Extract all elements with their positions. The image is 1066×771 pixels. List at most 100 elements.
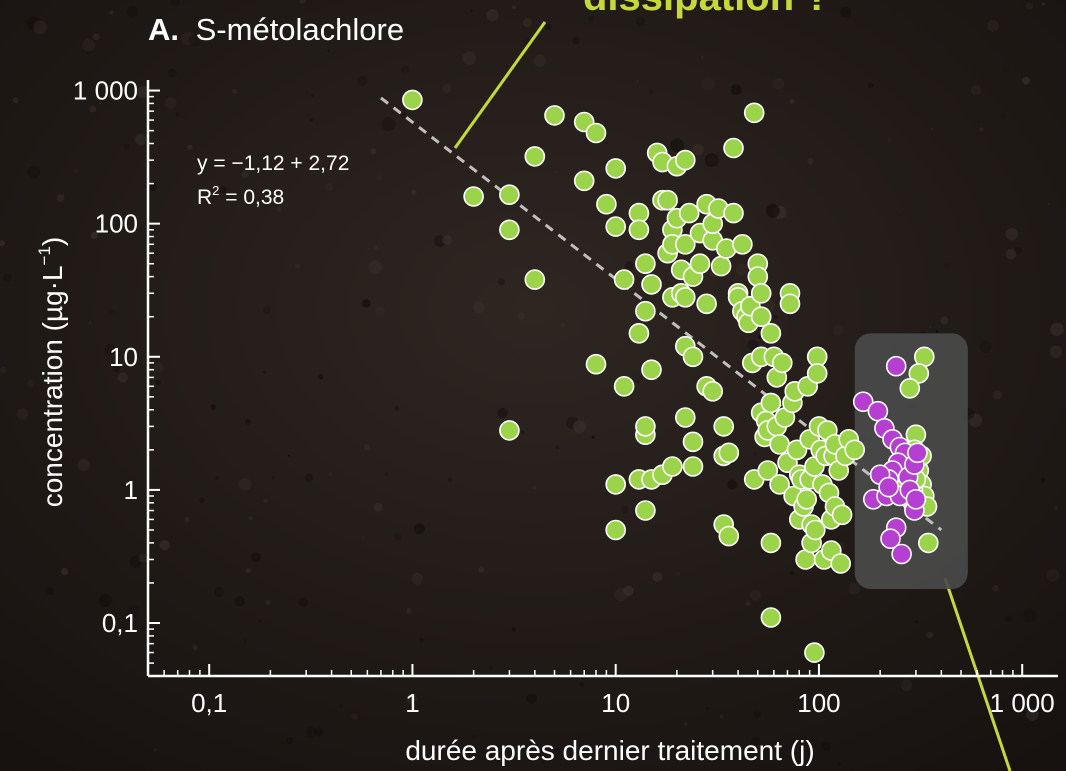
soil-speck [215,476,219,480]
y-tick-label: 0,1 [102,608,138,638]
trend-line [380,96,943,532]
soil-speck [310,93,314,98]
callout-line-top [453,21,547,149]
soil-speck [357,75,368,86]
soil-speck [406,609,412,615]
soil-speck [271,475,276,480]
soil-speck [1042,2,1046,6]
soil-speck [167,68,177,78]
soil-speck [328,473,332,476]
soil-speck [298,597,309,608]
soil-speck [719,714,724,719]
soil-speck [964,616,968,619]
data-point-green [804,519,826,541]
soil-speck [295,263,300,269]
data-point-green [771,352,793,374]
soil-speck [789,99,795,105]
soil-speck [935,330,939,333]
soil-speck [109,10,114,15]
data-point-green [779,293,801,315]
soil-speck [750,589,761,601]
data-point-green [831,504,853,526]
soil-speck [970,85,982,96]
soil-speck [234,596,245,607]
soil-speck [696,4,699,8]
data-point-green [596,193,617,215]
soil-speck [511,627,516,632]
soil-speck [170,0,181,6]
soil-speck [317,374,324,380]
soil-speck [199,497,205,503]
soil-speck [86,50,91,55]
soil-speck [184,516,190,523]
soil-speck [704,153,719,168]
data-point-green [402,89,423,111]
soil-speck [591,435,595,439]
data-point-purple [878,476,899,498]
soil-speck [915,620,918,624]
soil-speck [298,0,307,4]
soil-speck [821,741,831,751]
soil-speck [419,638,424,643]
data-point-green [628,219,650,241]
soil-speck [136,86,150,99]
soil-speck [338,703,343,709]
soil-speck [363,444,370,451]
soil-speck [33,20,47,35]
data-point-green [796,488,818,510]
data-point-green [499,184,520,205]
soil-speck [214,587,224,597]
soil-speck [1014,246,1022,255]
data-point-purple [885,355,907,377]
data-point-green [635,416,656,437]
soil-speck [241,170,249,178]
soil-speck [375,306,385,317]
soil-speck [394,405,400,411]
data-point-green [662,456,683,477]
soil-speck [0,366,7,373]
soil-speck [135,133,147,146]
data-point-green [769,474,790,495]
soil-speck [232,88,238,94]
soil-speck [555,747,561,753]
data-point-green [696,293,717,315]
soil-speck [753,710,761,718]
soil-speck [931,127,933,130]
soil-speck [489,665,493,670]
y-axis-title: concentration (µg·L−1) [35,237,68,508]
x-tick-label: 100 [797,688,840,718]
soil-speck [99,102,102,105]
data-point-green [750,306,772,328]
soil-speck [109,309,115,315]
soil-speck [129,555,142,568]
data-point-green [499,219,520,241]
soil-speck [473,301,485,314]
soil-speck [561,323,565,327]
soil-speck [555,445,560,450]
r-squared-sup: 2 [212,183,219,198]
data-point-green [844,439,866,461]
soil-speck [1040,477,1046,483]
soil-speck [968,413,983,428]
soil-speck [623,585,634,597]
data-point-green [713,416,735,437]
data-point-green [806,363,828,384]
soil-speck [126,605,140,618]
soil-speck [243,638,247,643]
soil-speck [153,362,164,373]
data-point-green [499,420,520,441]
soil-speck [789,570,794,575]
soil-speck [554,170,558,174]
soil-speck [263,498,268,504]
soil-speck [188,33,202,47]
soil-speck [90,231,98,239]
y-axis-title-main: concentration (µg·L [37,265,68,507]
soil-speck [77,458,90,471]
soil-speck [735,263,749,277]
soil-speck [730,84,742,96]
soil-speck [523,18,532,28]
data-point-green [743,102,765,124]
data-point-green [674,407,696,428]
soil-speck [181,31,195,46]
